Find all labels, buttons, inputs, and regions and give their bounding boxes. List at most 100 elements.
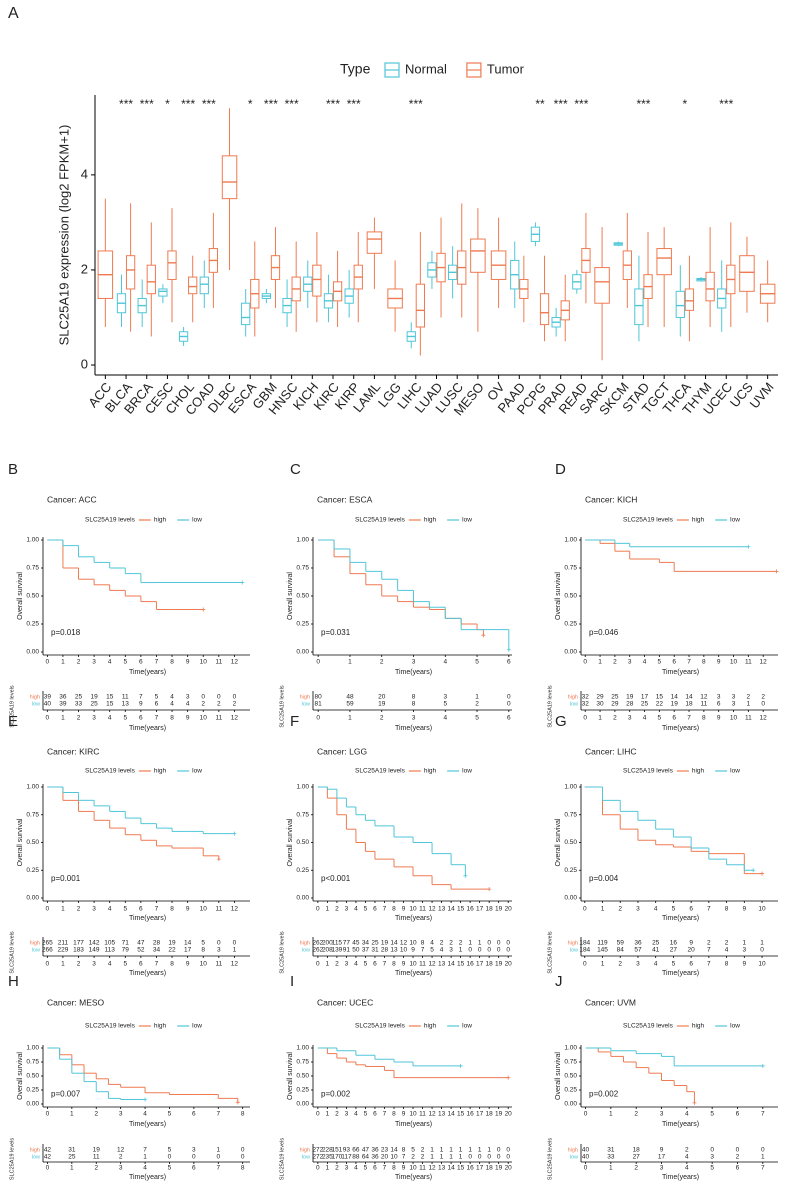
at-risk-count: 200 bbox=[322, 940, 333, 947]
risk-y-axis-label: SLC25A19 levels bbox=[9, 1138, 15, 1180]
significance: *** bbox=[574, 97, 588, 111]
y-tick-label: 0.50 bbox=[26, 839, 39, 846]
panel-label: F bbox=[290, 713, 299, 730]
x-tick-label: 4 bbox=[108, 659, 112, 666]
risk-x-tick-label: 7 bbox=[216, 1165, 220, 1172]
at-risk-count: 25 bbox=[90, 701, 98, 708]
at-risk-count: 11 bbox=[93, 1154, 100, 1161]
annotation: p=0.002 bbox=[589, 1090, 619, 1099]
at-risk-count: 0 bbox=[497, 1154, 501, 1161]
risk-x-tick-label: 4 bbox=[354, 1165, 358, 1172]
at-risk-count: 265 bbox=[42, 940, 53, 947]
at-risk-count: 4 bbox=[440, 947, 444, 954]
y-tick-label: 0.25 bbox=[26, 621, 39, 628]
x-tick-label: 19 bbox=[495, 1111, 503, 1118]
y-axis-label: SLC25A19 expression (log2 FPKM+1) bbox=[56, 125, 71, 346]
x-tick-label: UVM bbox=[747, 379, 777, 411]
at-risk-count: 28 bbox=[626, 701, 634, 708]
y-tick-label: 0.75 bbox=[564, 811, 577, 818]
legend-label: high bbox=[424, 517, 437, 524]
at-risk-count: 5 bbox=[201, 940, 205, 947]
at-risk-count: 25 bbox=[371, 940, 379, 947]
at-risk-count: 151 bbox=[331, 1147, 342, 1154]
risk-x-tick-label: 16 bbox=[467, 1165, 475, 1172]
box bbox=[158, 288, 168, 297]
risk-x-tick-label: 9 bbox=[743, 961, 747, 968]
at-risk-count: 25 bbox=[652, 940, 660, 947]
legend-title: SLC25A19 levels bbox=[85, 517, 136, 524]
risk-x-tick-label: 11 bbox=[419, 1165, 426, 1172]
at-risk-count: 0 bbox=[497, 940, 501, 947]
at-risk-count: 9 bbox=[139, 701, 143, 708]
at-risk-count: 14 bbox=[184, 940, 192, 947]
at-risk-count: 0 bbox=[761, 701, 765, 708]
risk-row-label: low bbox=[302, 947, 310, 953]
at-risk-count: 8 bbox=[421, 940, 425, 947]
risk-x-tick-label: 5 bbox=[364, 1165, 368, 1172]
x-tick-label: 7 bbox=[216, 1111, 220, 1118]
censor-mark bbox=[746, 544, 751, 549]
x-tick-label: 2 bbox=[613, 659, 617, 666]
at-risk-count: 93 bbox=[343, 1147, 351, 1154]
x-tick-label: 7 bbox=[687, 659, 691, 666]
at-risk-count: 211 bbox=[58, 940, 69, 947]
risk-x-tick-label: 6 bbox=[736, 1165, 740, 1172]
at-risk-count: 8 bbox=[412, 701, 416, 708]
box bbox=[684, 288, 695, 311]
box bbox=[146, 264, 156, 295]
censor-mark bbox=[487, 887, 492, 892]
box bbox=[241, 302, 251, 326]
at-risk-count: 1 bbox=[478, 1147, 482, 1154]
at-risk-count: 36 bbox=[371, 1147, 379, 1154]
risk-x-tick-label: 4 bbox=[108, 715, 112, 722]
y-tick-label: 0.25 bbox=[26, 1087, 39, 1094]
significance: *** bbox=[409, 97, 423, 111]
risk-x-tick-label: 0 bbox=[46, 715, 50, 722]
at-risk-count: 32 bbox=[582, 701, 590, 708]
x-tick-label: 15 bbox=[457, 1111, 465, 1118]
significance: ** bbox=[535, 97, 545, 111]
at-risk-count: 177 bbox=[73, 940, 84, 947]
x-tick-label: 13 bbox=[438, 1111, 446, 1118]
x-tick-label: 9 bbox=[186, 906, 190, 913]
chart-title: Cancer: KICH bbox=[585, 494, 637, 504]
box bbox=[594, 267, 610, 304]
risk-x-tick-label: 6 bbox=[373, 961, 377, 968]
panel-label: B bbox=[8, 461, 18, 478]
x-tick-label: 9 bbox=[186, 659, 190, 666]
at-risk-count: 4 bbox=[170, 694, 174, 701]
at-risk-count: 47 bbox=[362, 1147, 370, 1154]
x-tick-label: 17 bbox=[476, 906, 484, 913]
y-tick-label: 0.25 bbox=[26, 867, 39, 874]
box bbox=[656, 248, 672, 276]
significance: * bbox=[248, 97, 253, 111]
x-tick-label: 4 bbox=[654, 906, 658, 913]
y-tick-label: 0 bbox=[81, 356, 88, 371]
at-risk-count: 11 bbox=[122, 694, 129, 701]
risk-x-tick-label: 18 bbox=[486, 1165, 494, 1172]
x-tick-label: 2 bbox=[77, 659, 81, 666]
risk-row-label: low bbox=[32, 1154, 40, 1160]
y-axis-label: Overall survival bbox=[555, 572, 562, 620]
censor-mark bbox=[692, 1100, 697, 1105]
x-tick-label: 11 bbox=[745, 659, 752, 666]
at-risk-count: 79 bbox=[122, 947, 130, 954]
at-risk-count: 22 bbox=[656, 701, 664, 708]
chart-title: Cancer: UCEC bbox=[317, 997, 373, 1007]
risk-row-label: low bbox=[302, 1154, 310, 1160]
risk-x-tick-label: 13 bbox=[438, 1165, 446, 1172]
at-risk-count: 28 bbox=[381, 947, 389, 954]
legend-label: high bbox=[692, 517, 705, 524]
x-tick-label: 9 bbox=[743, 906, 747, 913]
risk-x-tick-label: 3 bbox=[92, 961, 96, 968]
risk-x-tick-label: 12 bbox=[231, 961, 239, 968]
at-risk-count: 25 bbox=[611, 694, 619, 701]
x-tick-label: 14 bbox=[447, 906, 455, 913]
at-risk-count: 0 bbox=[468, 1154, 472, 1161]
at-risk-count: 1 bbox=[459, 947, 463, 954]
y-tick-label: 0.00 bbox=[296, 1101, 309, 1108]
risk-x-tick-label: 11 bbox=[215, 961, 222, 968]
box bbox=[675, 290, 685, 318]
risk-y-axis-label: SLC25A19 levels bbox=[279, 931, 285, 973]
at-risk-count: 39 bbox=[59, 701, 67, 708]
